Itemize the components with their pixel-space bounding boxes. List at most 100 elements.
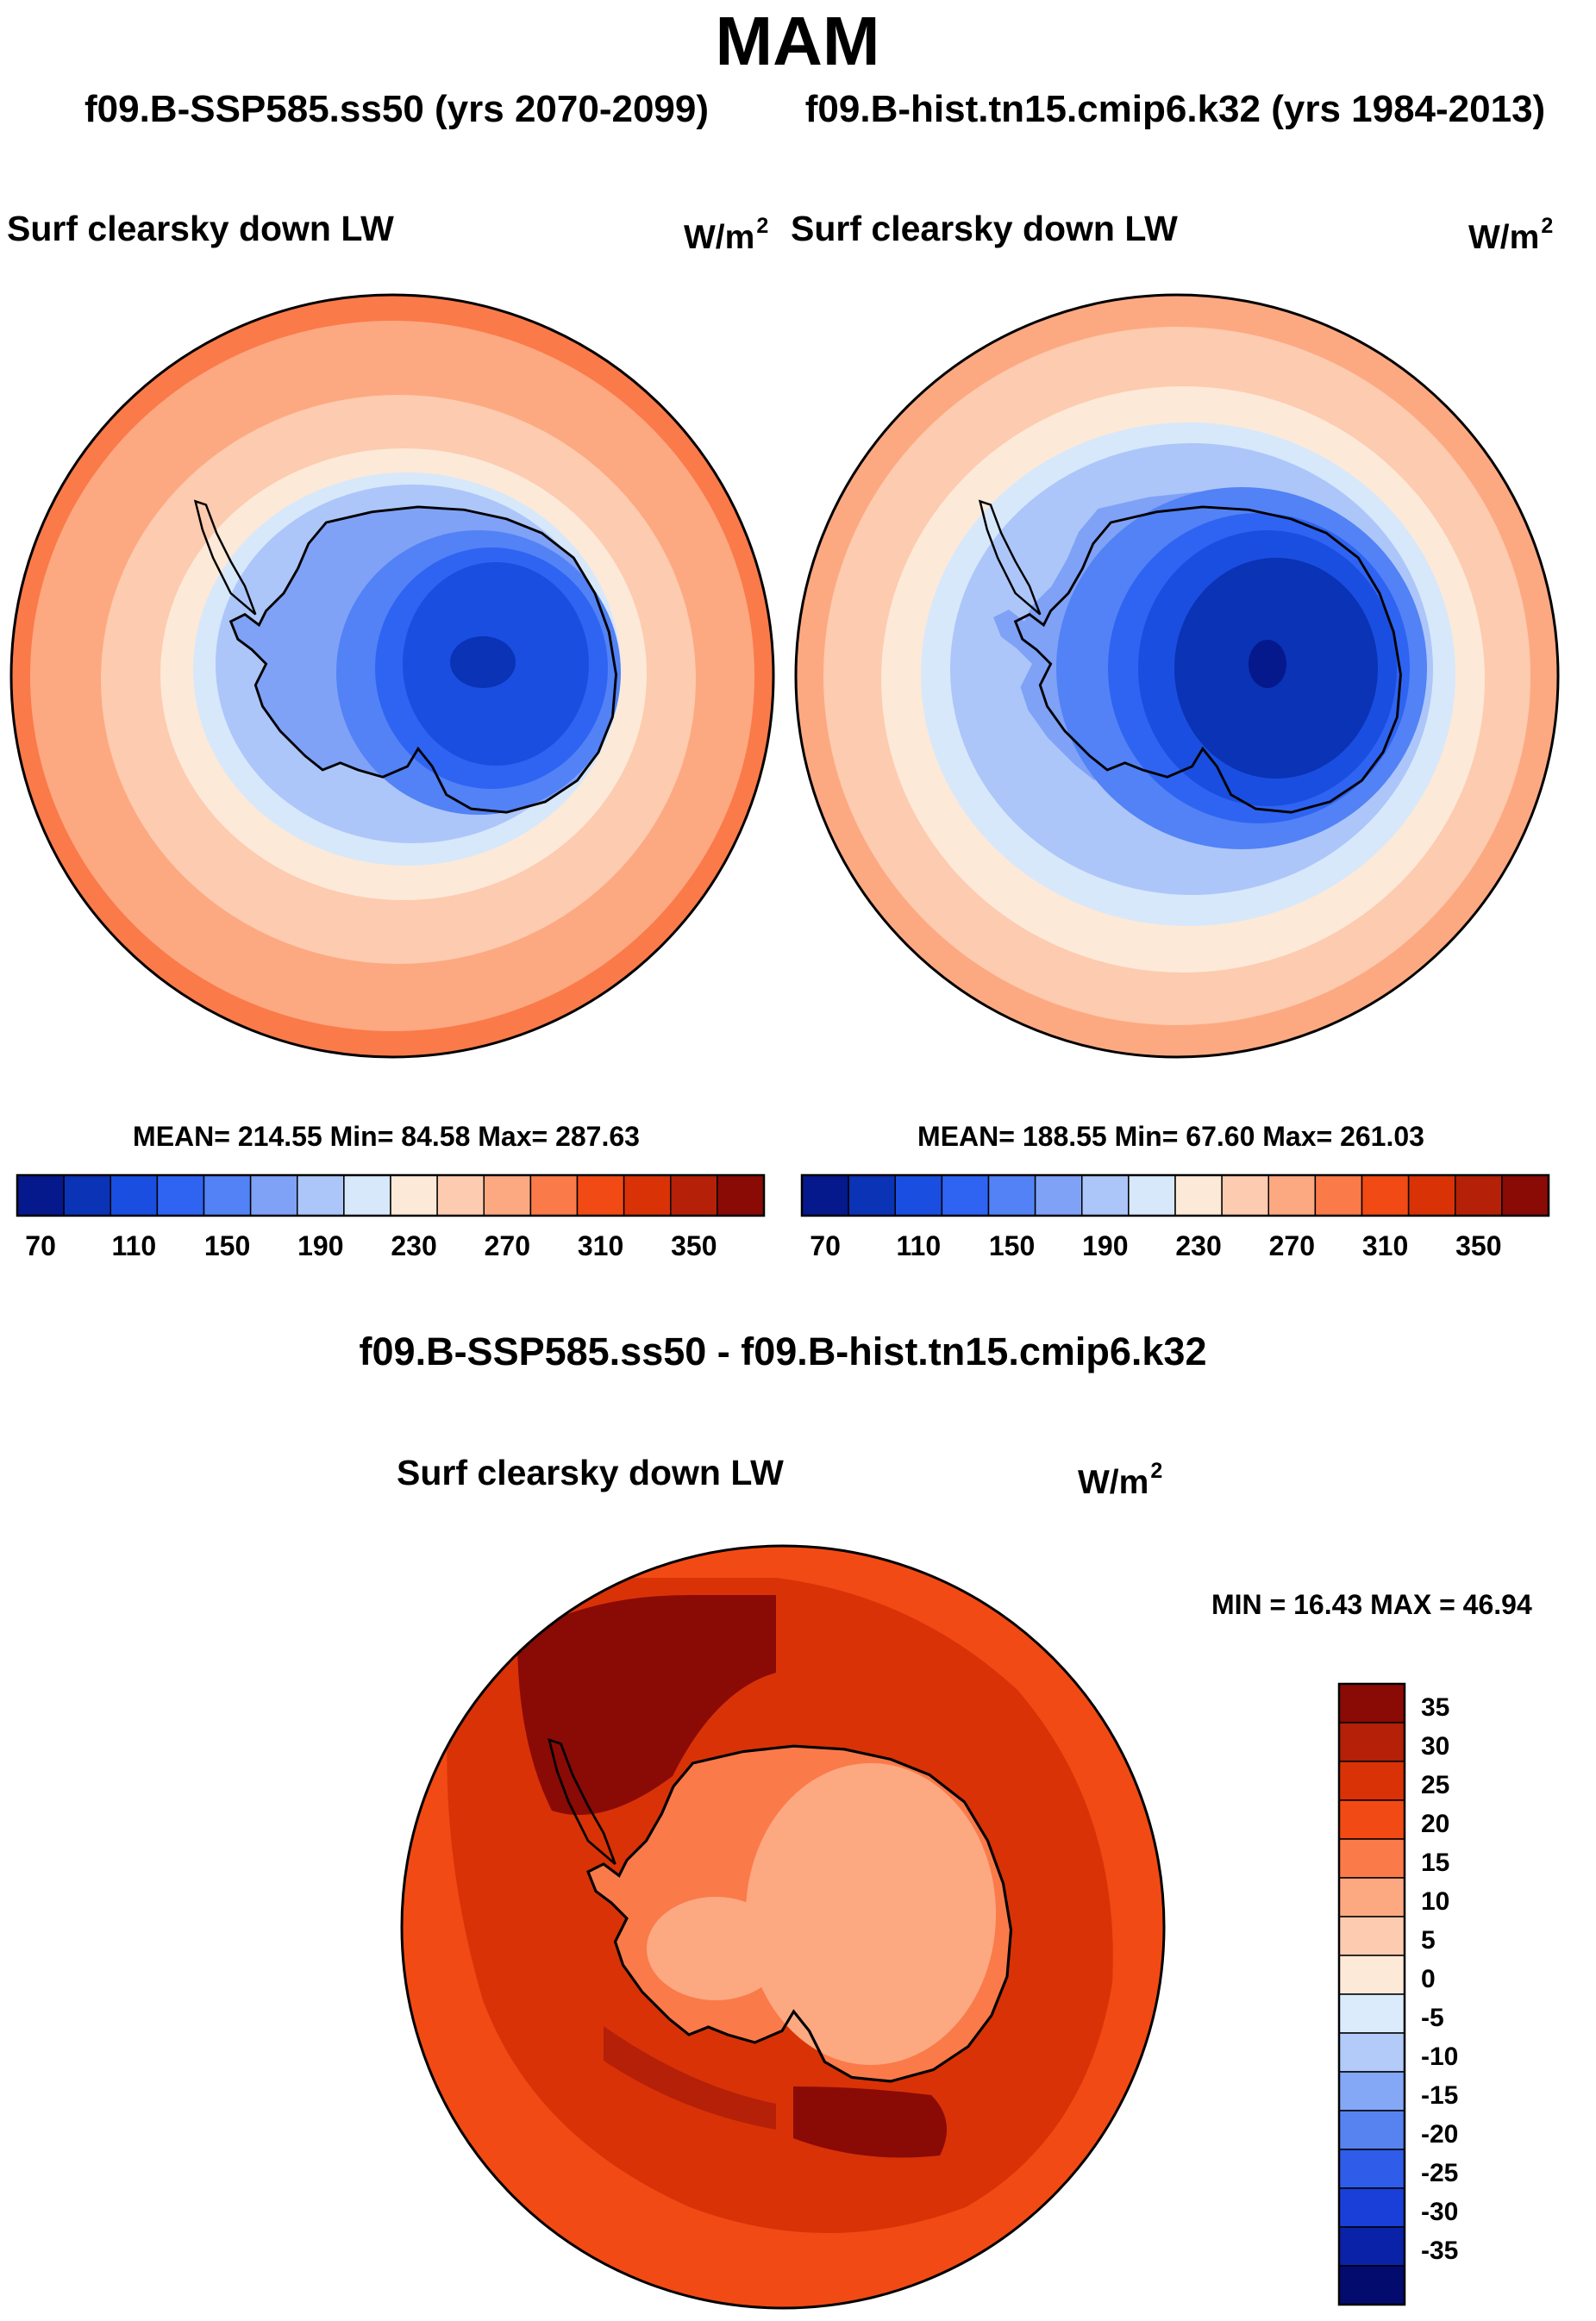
right-colorbar-tick: 230: [1175, 1230, 1222, 1261]
right-colorbar-ticks: 70 110 150 190 230 270 310 350: [0, 1230, 1596, 1265]
diff-colorbar-tick: 10: [1421, 1886, 1450, 1916]
left-colorbar-tick: 310: [577, 1230, 624, 1261]
left-colorbar-box: [390, 1174, 438, 1217]
case-b-title: f09.B-hist.tn15.cmip6.k32 (yrs 1984-2013…: [804, 88, 1546, 130]
diff-colorbar-tick: -35: [1421, 2236, 1459, 2265]
diff-colorbar-tick: 30: [1421, 1731, 1450, 1761]
left-colorbar-ticks: 70 110 150 190 230 270 310 350: [0, 1230, 1596, 1265]
left-map-border: [9, 293, 775, 1059]
diff-stats: MIN = 16.43 MAX = 46.94: [1211, 1589, 1532, 1620]
right-colorbar-tick: 310: [1361, 1230, 1409, 1261]
left-colorbar-box: [576, 1174, 625, 1217]
right-colorbar-box: [1221, 1174, 1269, 1217]
left-field-name: Surf clearsky down LW: [7, 209, 394, 248]
diff-colorbar-box: [1338, 1838, 1405, 1879]
right-colorbar: [800, 1173, 1550, 1217]
left-colorbar-tick: 110: [111, 1230, 157, 1261]
diff-colorbar-box: [1338, 1955, 1405, 1995]
diff-colorbar: [1337, 1682, 1406, 2306]
diff-colorbar-box: [1338, 2149, 1405, 2189]
diff-colorbar-box: [1338, 1877, 1405, 1917]
diff-colorbar-tick: -30: [1421, 2197, 1459, 2226]
left-colorbar-box: [436, 1174, 485, 1217]
diff-map-border: [400, 1544, 1166, 2310]
left-colorbar-box: [156, 1174, 205, 1217]
diff-colorbar-tick: 0: [1421, 1964, 1436, 1993]
right-colorbar-box: [1034, 1174, 1083, 1217]
left-colorbar-box: [249, 1174, 298, 1217]
right-colorbar-box: [1174, 1174, 1223, 1217]
right-colorbar-box: [1081, 1174, 1130, 1217]
diff-colorbar-box: [1338, 1799, 1405, 1840]
right-colorbar-box: [894, 1174, 943, 1217]
right-colorbar-box: [1128, 1174, 1176, 1217]
diff-colorbar-box: [1338, 1722, 1405, 1762]
left-colorbar-box: [343, 1174, 391, 1217]
diff-colorbar-tick: 25: [1421, 1770, 1450, 1799]
right-stats: MEAN= 188.55 Min= 67.60 Max= 261.03: [917, 1121, 1424, 1152]
diff-colorbar-tick: -15: [1421, 2080, 1459, 2110]
diff-colorbar-box: [1338, 1761, 1405, 1801]
left-units: W/m2: [684, 214, 769, 256]
diff-colorbar-box: [1338, 2226, 1405, 2267]
diff-colorbar-box: [1338, 2110, 1405, 2150]
right-colorbar-box: [1267, 1174, 1317, 1217]
right-map-border: [794, 293, 1560, 1059]
right-colorbar-tick: 270: [1268, 1230, 1316, 1261]
right-field-name: Surf clearsky down LW: [791, 209, 1178, 248]
left-colorbar-box: [623, 1174, 672, 1217]
left-colorbar-box: [110, 1174, 159, 1217]
right-map: [796, 295, 1558, 1057]
case-a-title: f09.B-SSP585.ss50 (yrs 2070-2099): [84, 88, 710, 130]
left-colorbar-tick: 270: [484, 1230, 531, 1261]
diff-colorbar-tick: -10: [1421, 2042, 1459, 2071]
diff-title: f09.B-SSP585.ss50 - f09.B-hist.tn15.cmip…: [359, 1329, 1207, 1373]
right-colorbar-tick: 350: [1455, 1230, 1502, 1261]
left-colorbar-box: [297, 1174, 345, 1217]
right-colorbar-tick: 150: [988, 1230, 1036, 1261]
left-colorbar-tick: 350: [671, 1230, 717, 1261]
diff-colorbar-box: [1338, 1993, 1405, 2034]
left-colorbar-tick: 70: [25, 1230, 56, 1261]
right-colorbar-tick: 70: [810, 1230, 841, 1261]
right-colorbar-tick: 110: [896, 1230, 942, 1261]
right-units: W/m2: [1468, 214, 1554, 256]
left-colorbar-tick: 230: [391, 1230, 437, 1261]
diff-colorbar-box: [1338, 2071, 1405, 2111]
left-colorbar-box: [529, 1174, 579, 1217]
left-colorbar-box: [483, 1174, 532, 1217]
left-colorbar-tick: 150: [203, 1230, 251, 1261]
right-colorbar-box: [987, 1174, 1036, 1217]
diff-colorbar-tick: 20: [1421, 1809, 1450, 1838]
left-map: [11, 295, 773, 1057]
diff-colorbar-tick: 35: [1421, 1692, 1450, 1722]
diff-colorbar-tick: -5: [1421, 2003, 1444, 2032]
left-stats: MEAN= 214.55 Min= 84.58 Max= 287.63: [133, 1121, 640, 1152]
left-colorbar: [16, 1173, 766, 1217]
diff-colorbar-box: [1338, 2265, 1405, 2305]
right-colorbar-box: [941, 1174, 990, 1217]
right-colorbar-box: [1501, 1174, 1549, 1217]
left-colorbar-box: [670, 1174, 718, 1217]
diff-colorbar-box: [1338, 2032, 1405, 2073]
left-colorbar-box: [16, 1174, 65, 1217]
left-colorbar-box: [203, 1174, 252, 1217]
left-colorbar-box: [717, 1174, 765, 1217]
right-colorbar-box: [801, 1174, 849, 1217]
left-colorbar-box: [63, 1174, 111, 1217]
diff-colorbar-box: [1338, 1916, 1405, 1956]
season-title: MAM: [715, 3, 880, 79]
diff-colorbar-ticks: 35 30 25 20 15 10 5 0 -5 -10 -15 -20 -25 -30 -35: [1421, 0, 1524, 2321]
right-colorbar-box: [1361, 1174, 1410, 1217]
diff-colorbar-box: [1338, 1683, 1405, 1724]
diff-map: [402, 1546, 1164, 2308]
left-colorbar-tick: 190: [297, 1230, 344, 1261]
diff-field-name: Surf clearsky down LW: [397, 1453, 784, 1492]
right-colorbar-box: [1314, 1174, 1363, 1217]
right-colorbar-tick: 190: [1082, 1230, 1129, 1261]
diff-colorbar-tick: -25: [1421, 2158, 1459, 2187]
diff-units: W/m2: [1078, 1459, 1163, 1501]
diff-colorbar-box: [1338, 2187, 1405, 2228]
diff-colorbar-tick: 5: [1421, 1925, 1436, 1955]
